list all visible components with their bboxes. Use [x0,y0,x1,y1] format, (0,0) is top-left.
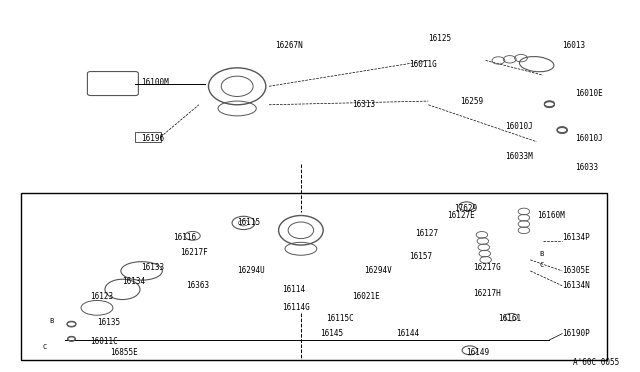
Text: 16134: 16134 [122,278,145,286]
Bar [20,193,607,359]
Text: 16127E: 16127E [447,211,475,220]
Text: 16010J: 16010J [505,122,532,131]
Text: 16363: 16363 [186,281,209,290]
Text: 16010E: 16010E [575,89,603,98]
Text: 16033M: 16033M [505,152,532,161]
Text: 16123: 16123 [91,292,114,301]
Text: 16217G: 16217G [473,263,500,272]
Text: C: C [540,262,544,268]
Text: 16217H: 16217H [473,289,500,298]
Text: 16305E: 16305E [562,266,590,275]
Text: 16134P: 16134P [562,233,590,242]
Text: 16116: 16116 [173,233,196,242]
Text: C: C [43,344,47,350]
Text: 16294V: 16294V [365,266,392,275]
Text: 16196: 16196 [141,134,164,142]
Text: 16011C: 16011C [91,337,118,346]
Text: 16100M: 16100M [141,78,170,87]
Text: 16157: 16157 [409,251,433,261]
Text: 16855E: 16855E [109,348,138,357]
Text: 16127: 16127 [415,230,438,238]
Text: 16114G: 16114G [282,303,310,312]
Text: 16267N: 16267N [275,41,303,50]
Text: 16115: 16115 [237,218,260,227]
Text: 16259: 16259 [460,97,483,106]
Text: 16161: 16161 [499,314,522,323]
Text: 16133: 16133 [141,263,164,272]
Text: 16145: 16145 [320,329,343,338]
Text: B: B [540,251,544,257]
Text: 16149: 16149 [467,348,490,357]
Text: 16294U: 16294U [237,266,265,275]
Text: 16135: 16135 [97,318,120,327]
Text: 16021E: 16021E [352,292,380,301]
Text: 16313: 16313 [352,100,375,109]
Text: 16115C: 16115C [326,314,354,323]
Text: 16011G: 16011G [409,60,437,69]
Text: 16190P: 16190P [562,329,590,338]
Text: 16033: 16033 [575,163,598,172]
Text: 16010J: 16010J [575,134,603,142]
Bar [135,132,161,142]
Text: B: B [50,318,54,324]
Text: 16125: 16125 [428,34,451,43]
Text: 16217F: 16217F [180,248,207,257]
Text: 16144: 16144 [396,329,420,338]
Text: 16160M: 16160M [537,211,564,220]
Text: 17629: 17629 [454,203,477,213]
Text: 16013: 16013 [562,41,585,50]
Text: A'60C 0055: A'60C 0055 [573,358,620,367]
Text: 16134N: 16134N [562,281,590,290]
Text: 16114: 16114 [282,285,305,294]
